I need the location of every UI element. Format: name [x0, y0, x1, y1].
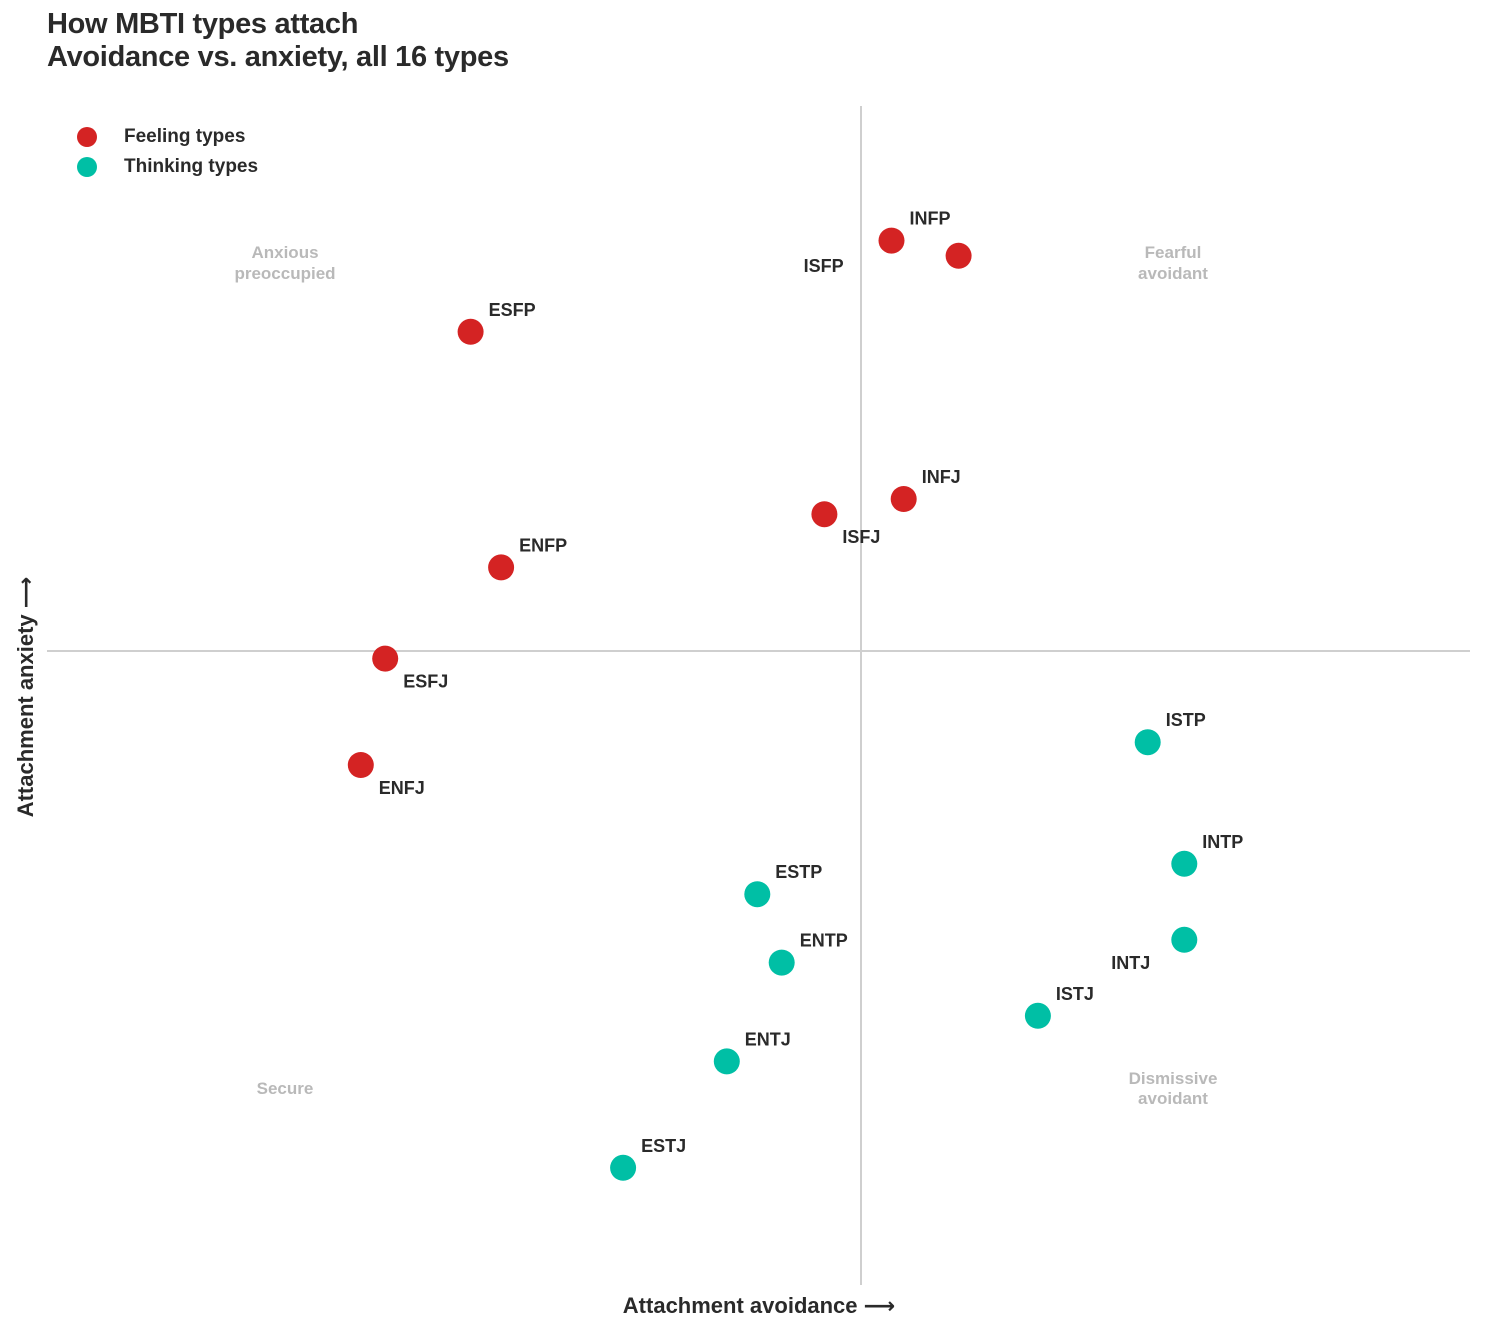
legend-item-feeling: Feeling types: [77, 122, 258, 152]
point-estp: [744, 881, 771, 908]
point-label-esfj: ESFJ: [403, 672, 448, 692]
point-label-infp: INFP: [910, 209, 951, 229]
quadrant-label-secure: Secure: [257, 1079, 314, 1098]
point-label-isfj: ISFJ: [842, 527, 880, 547]
point-isfj: [811, 501, 838, 528]
point-isfp: [945, 242, 972, 269]
point-istj: [1024, 1002, 1051, 1029]
point-esfj: [372, 645, 399, 672]
point-label-istj: ISTJ: [1056, 984, 1094, 1004]
point-label-esfp: ESFP: [489, 300, 536, 320]
legend-label-feeling: Feeling types: [124, 126, 246, 147]
point-entj: [713, 1048, 740, 1075]
point-label-estj: ESTJ: [641, 1136, 686, 1156]
point-label-isfp: ISFP: [804, 256, 844, 276]
legend-swatch-feeling: [77, 127, 97, 147]
point-label-infj: INFJ: [922, 467, 961, 487]
point-enfj: [347, 752, 374, 778]
y-axis-label: Attachment anxiety ⟶: [13, 577, 38, 818]
point-esfp: [457, 318, 484, 345]
legend-item-thinking: Thinking types: [77, 152, 258, 182]
point-istp: [1134, 729, 1161, 756]
title-line-2: Avoidance vs. anxiety, all 16 types: [47, 41, 509, 73]
legend-swatch-thinking: [77, 157, 97, 177]
point-label-intp: INTP: [1202, 832, 1243, 852]
point-label-estp: ESTP: [775, 862, 822, 882]
quadrant-label-dismissive-avoidant-line2: avoidant: [1138, 1089, 1208, 1108]
point-entp: [768, 949, 795, 976]
point-label-intj: INTJ: [1111, 953, 1150, 973]
quadrant-label-fearful-avoidant-line2: avoidant: [1138, 264, 1208, 283]
point-label-enfp: ENFP: [519, 535, 567, 555]
point-label-entj: ENTJ: [745, 1029, 791, 1049]
point-enfp: [488, 554, 515, 581]
quadrant-label-dismissive-avoidant-line1: Dismissive: [1129, 1069, 1218, 1088]
data-points: INFP ISFP ESFP INFJ ISFJ ENFP ESFJ ENFJ ISTP INTP…: [347, 209, 1243, 1181]
point-label-istp: ISTP: [1166, 710, 1206, 730]
point-infj: [890, 486, 917, 512]
point-infp: [878, 227, 905, 254]
title-line-1: How MBTI types attach: [47, 8, 359, 40]
quadrant-label-anxious-preoccupied-line2: preoccupied: [234, 264, 335, 283]
point-intp: [1171, 850, 1198, 877]
x-axis-label: Attachment avoidance ⟶: [623, 1293, 895, 1318]
chart-title: How MBTI types attach Avoidance vs. anxi…: [47, 8, 509, 74]
legend: Feeling types Thinking types: [77, 122, 258, 182]
point-label-enfj: ENFJ: [379, 778, 425, 798]
point-label-entp: ENTP: [800, 931, 848, 951]
point-estj: [610, 1154, 637, 1181]
quadrant-label-anxious-preoccupied-line1: Anxious: [251, 243, 318, 262]
legend-label-thinking: Thinking types: [124, 156, 259, 177]
quadrant-label-fearful-avoidant-line1: Fearful: [1145, 243, 1202, 262]
point-intj: [1171, 926, 1198, 953]
